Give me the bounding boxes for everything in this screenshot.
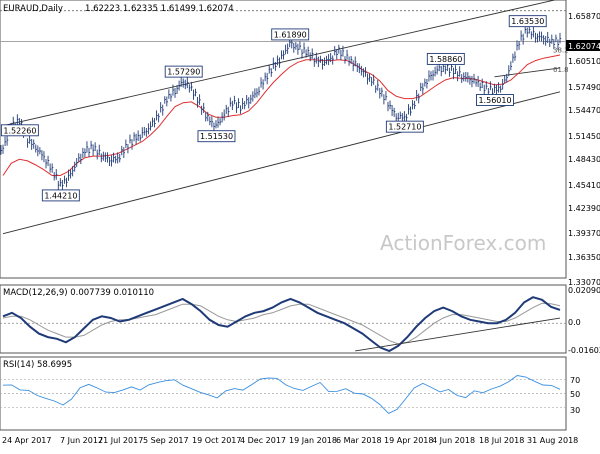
y-tick: 1.48430 <box>568 155 600 164</box>
price-annotation-box <box>164 65 203 78</box>
x-label: 19 Apr 2018 <box>384 436 433 445</box>
y-tick: 1.51450 <box>568 132 600 141</box>
rsi-tick-30: 30 <box>570 406 580 415</box>
price-annotation-label: 1.56010 <box>478 96 511 105</box>
price-annotation-box <box>508 15 547 28</box>
price-annotation-box <box>197 130 236 143</box>
y-tick: 1.54470 <box>568 106 600 115</box>
last-price-label: 1.62074 <box>568 42 600 51</box>
channel-line-upper <box>2 0 557 127</box>
price-annotation-label: 1.44210 <box>44 191 77 200</box>
price-y-ticks: 1.65870 1.60510 1.57490 1.54470 1.51450 … <box>568 12 600 287</box>
ohlc-header: 1.62223 1.62335 1.61499 1.62074 <box>85 4 234 14</box>
macd-tick-bottom: -0.016023 <box>568 346 600 355</box>
price-annotation-label: 1.58860 <box>429 55 462 64</box>
x-label: 19 Jan 2018 <box>289 436 337 445</box>
x-label: 4 Jun 2018 <box>432 436 475 445</box>
macd-layer <box>0 296 566 353</box>
fib-label: 38.2 <box>553 47 569 55</box>
x-label: 5 Sep 2017 <box>143 436 189 445</box>
moving-average-line <box>2 54 561 176</box>
price-annotation-label: 1.52260 <box>3 126 36 135</box>
price-title: EURAUD,Daily <box>3 4 63 14</box>
x-label: 18 Jul 2018 <box>479 436 524 445</box>
y-tick: 1.33070 <box>568 278 600 287</box>
price-annotation-box <box>476 94 514 106</box>
macd-tick-zero: 0.0 <box>568 318 581 327</box>
x-label: 4 Dec 2017 <box>240 436 286 445</box>
y-tick: 1.60510 <box>568 57 600 66</box>
watermark: ActionForex.com <box>380 231 546 255</box>
x-label: 6 Mar 2018 <box>336 436 382 445</box>
channel-line-lower <box>2 91 561 235</box>
macd-signal-line <box>2 302 561 345</box>
x-label: 7 Jun 2017 <box>60 436 103 445</box>
y-tick: 1.36350 <box>568 253 600 262</box>
price-annotation-label: 1.51530 <box>200 132 233 141</box>
price-annotation-box <box>41 189 80 202</box>
y-tick: 1.57490 <box>568 83 600 92</box>
price-annotation-box <box>385 120 424 133</box>
y-tick: 1.42390 <box>568 204 600 213</box>
x-label: 31 Aug 2018 <box>527 436 578 445</box>
rsi-line <box>2 375 561 414</box>
rsi-tick-70: 70 <box>570 376 580 385</box>
price-panel-frame <box>0 0 567 279</box>
price-annotation-label: 1.63530 <box>511 17 544 26</box>
rsi-title: RSI(14) 58.6995 <box>3 360 72 370</box>
y-tick: 1.45410 <box>568 181 600 190</box>
macd-title: MACD(12,26,9) 0.007739 0.010110 <box>3 288 154 298</box>
y-tick: 1.39370 <box>568 229 600 238</box>
x-label: 19 Oct 2017 <box>192 436 241 445</box>
price-annotation-box <box>271 28 310 41</box>
price-annotation-label: 1.52710 <box>388 123 421 132</box>
x-axis-labels: 24 Apr 2017 7 Jun 2017 21 Jul 2017 5 Sep… <box>2 436 578 445</box>
x-label: 21 Jul 2017 <box>98 436 143 445</box>
price-layer: 1.52260 1.44210 1.57290 1.51530 1.61890 1.527… <box>0 0 569 235</box>
macd-line <box>2 296 561 353</box>
fib-label: 61.8 <box>553 66 569 74</box>
price-annotation-box <box>426 52 465 65</box>
price-annotation-label: 1.61890 <box>274 30 307 39</box>
last-price-tag <box>566 40 600 51</box>
y-tick: 1.65870 <box>568 12 600 21</box>
macd-tick-top: 0.020904 <box>568 286 600 295</box>
x-label: 24 Apr 2017 <box>2 436 51 445</box>
rsi-tick-50: 50 <box>570 390 580 399</box>
price-annotation-box <box>0 124 39 137</box>
price-annotation-label: 1.57290 <box>167 68 200 77</box>
channel-line-support <box>494 67 561 78</box>
rsi-panel-frame <box>0 356 567 431</box>
rsi-layer <box>0 375 566 414</box>
macd-trendline <box>355 317 561 352</box>
